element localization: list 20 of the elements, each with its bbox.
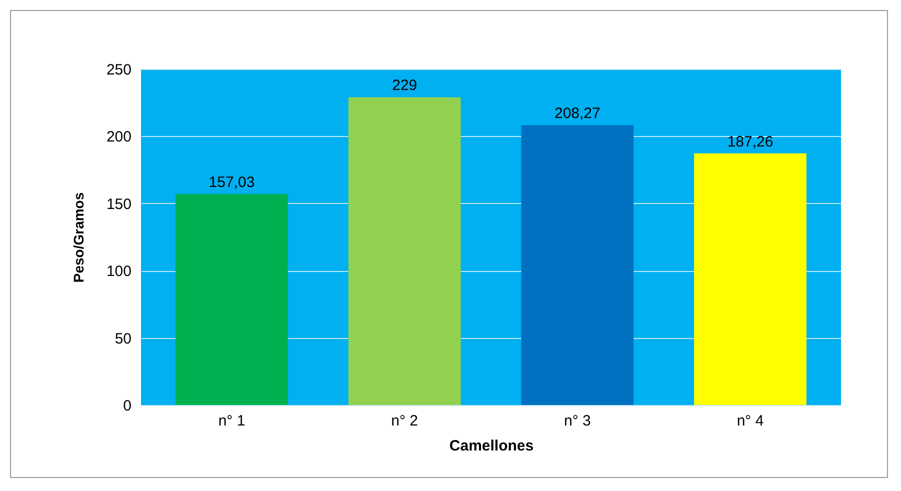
data-label: 208,27 [554,105,600,122]
data-label: 157,03 [208,174,255,191]
data-label: 229 [392,77,418,94]
x-tick-label: n° 1 [218,412,246,430]
y-axis-title: Peso/Gramos [70,192,86,283]
bar [694,153,806,405]
x-tick-label: n° 4 [736,412,764,430]
bar [348,97,461,405]
y-tick-label: 0 [123,398,132,414]
x-tick-label: n° 2 [391,412,418,430]
bar [176,194,288,405]
y-tick-label: 250 [106,62,132,78]
data-label: 187,26 [727,133,774,150]
x-axis-title: Camellones [449,438,534,454]
y-tick-label: 100 [106,263,132,280]
y-tick-label: 50 [114,330,132,348]
y-tick-label: 150 [106,196,132,213]
y-tick-label: 200 [106,128,132,146]
bar [521,125,634,405]
x-tick-label: n° 3 [564,412,591,430]
